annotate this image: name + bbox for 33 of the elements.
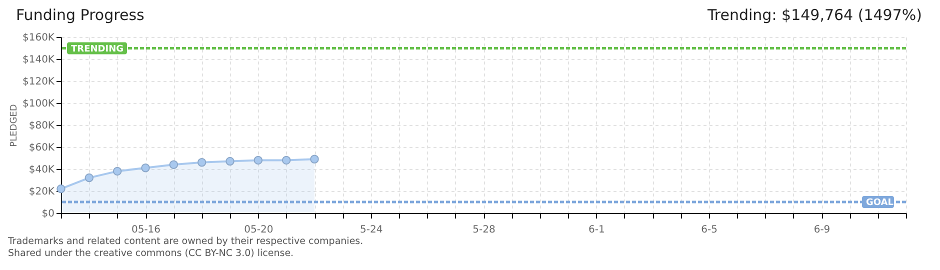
- text: Shared under the creative commons (CC BY-NC 3.0) license.: [8, 248, 295, 260]
- x-tick-label: 5-28: [472, 224, 496, 236]
- point: [141, 164, 150, 172]
- point: [282, 156, 291, 165]
- x-tick-label: 5-24: [360, 224, 383, 236]
- ref-line-label: TRENDING: [71, 44, 124, 54]
- x-tick-label: 6-9: [814, 224, 830, 236]
- y-tick-label: $160K: [22, 32, 55, 44]
- y-tick-label: $100K: [22, 98, 55, 110]
- chart-title: Funding Progress: [16, 6, 144, 26]
- y-axis-title: PLEDGED: [9, 104, 20, 147]
- y-tick-label: $0: [42, 208, 54, 220]
- point: [169, 160, 178, 169]
- y-tick-label: $140K: [22, 54, 55, 66]
- y-tick-label: $40K: [28, 164, 55, 176]
- y-tick-label: $120K: [22, 76, 55, 88]
- y-tick-label: $80K: [28, 120, 55, 132]
- point: [112, 166, 122, 176]
- point: [197, 158, 206, 167]
- text: Trending: $149,764 (1497%): [707, 6, 922, 26]
- ref-line-label: GOAL: [866, 198, 894, 208]
- x-tick-label: 05-20: [244, 224, 274, 236]
- point: [84, 173, 94, 182]
- point: [56, 184, 66, 194]
- y-tick-label: $60K: [28, 142, 55, 154]
- x-tick-label: 05-16: [131, 224, 161, 236]
- point: [310, 154, 319, 164]
- point: [254, 156, 263, 165]
- y-tick-label: $20K: [28, 186, 55, 198]
- x-tick-label: 6-1: [588, 224, 605, 236]
- text: Trademarks and related content are owned by their respective companies.: [8, 236, 364, 248]
- x-tick-label: 6-5: [701, 224, 718, 236]
- point: [226, 156, 234, 166]
